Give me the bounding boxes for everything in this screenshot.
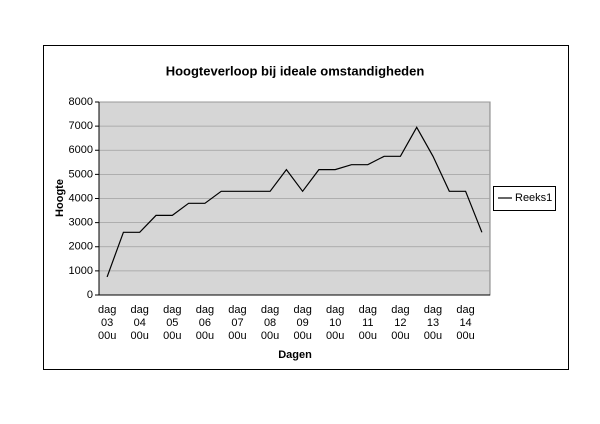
series-line bbox=[106, 126, 483, 278]
x-tick-label: dag 09 00u bbox=[293, 304, 312, 342]
y-tick-label: 1000 bbox=[69, 265, 93, 277]
x-tick-label: dag 06 00u bbox=[195, 304, 215, 342]
y-axis-title: Hoogte bbox=[54, 179, 66, 217]
x-tick-label: dag 05 00u bbox=[163, 304, 182, 342]
y-tick-label: 4000 bbox=[69, 192, 93, 204]
x-tick-label: dag 08 00u bbox=[260, 304, 280, 342]
x-tick-label: dag 13 00u bbox=[423, 304, 443, 342]
y-tick-label: 6000 bbox=[69, 144, 93, 156]
x-axis-title: Dagen bbox=[278, 349, 312, 361]
x-tick-label: dag 07 00u bbox=[228, 304, 247, 342]
y-tick-label: 3000 bbox=[69, 217, 93, 229]
x-tick-label: dag 10 00u bbox=[326, 304, 345, 342]
x-tick-label: dag 04 00u bbox=[130, 304, 149, 342]
chart-title: Hoogteverloop bij ideale omstandigheden bbox=[166, 63, 425, 78]
x-tick-label: dag 03 00u bbox=[97, 304, 117, 342]
y-tick-label: 7000 bbox=[69, 120, 93, 132]
y-tick-label: 8000 bbox=[69, 96, 93, 108]
x-tick-label: dag 14 00u bbox=[456, 304, 475, 342]
y-tick-label: 2000 bbox=[69, 241, 93, 253]
legend-label: Reeks1 bbox=[515, 192, 552, 204]
y-tick-label: 5000 bbox=[69, 168, 93, 180]
x-tick-label: dag 12 00u bbox=[391, 304, 410, 342]
y-tick-label: 0 bbox=[87, 289, 93, 301]
x-tick-label: dag 11 00u bbox=[358, 304, 377, 342]
